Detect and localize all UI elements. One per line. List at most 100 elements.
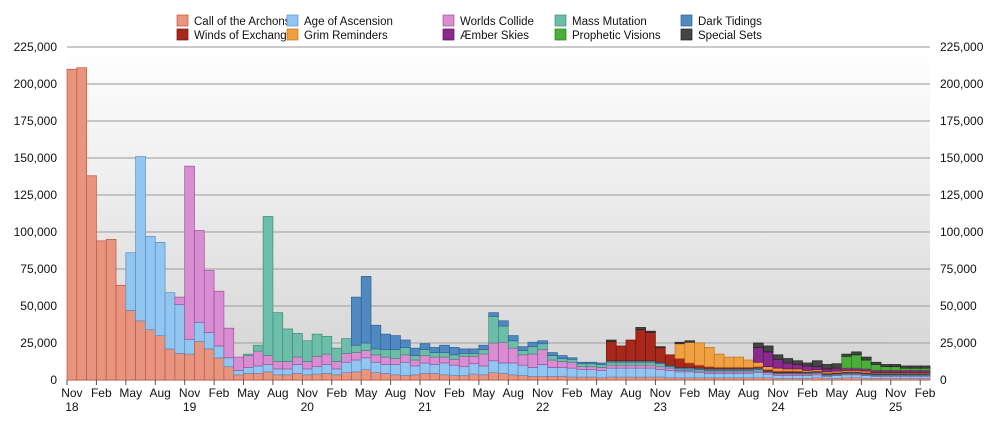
bar-segment [606,367,617,378]
bar-segment [831,363,843,369]
bar-segment [380,372,391,381]
bar-segment [537,343,548,351]
legend-label: Worlds Collide [460,16,534,28]
y-tick-label: 75,000 [20,262,57,276]
x-tick-label: Feb [91,386,112,400]
bar-segment [194,321,205,342]
bar-segment [841,374,852,379]
bar-segment [586,366,597,370]
bar-segment [861,375,872,379]
legend-label: Call of the Archons [194,16,291,28]
bar-segment [753,347,764,363]
bar-segment [762,351,774,368]
bar-segment [527,367,539,377]
bar-segment [360,276,372,344]
bar-segment [488,316,499,344]
legend-item: Grim Reminders [286,28,388,42]
bar-segment [272,312,284,362]
bar-segment [252,350,264,367]
x-tick-label: Nov [885,386,906,400]
bar-segment [655,346,666,348]
bar-segment [635,327,646,331]
bar-segment [341,372,352,381]
x-tick-label: Nov [767,386,788,400]
bar-segment [449,358,460,366]
bar-segment [302,340,313,362]
bar-segment [272,368,284,376]
legend-swatch [442,28,455,41]
bar-segment [449,375,460,381]
x-tick-label: May [355,386,378,400]
bar-segment [576,369,588,378]
bar-segment [184,353,195,381]
bar-segment [792,364,803,370]
bar-segment [449,354,460,360]
bar-segment [547,352,558,356]
x-tick-label: Nov [61,386,82,400]
bar-segment [655,366,666,370]
bar-segment [66,68,78,381]
legend-swatch [680,28,693,41]
bar-segment [243,355,254,368]
x-tick-year-label: 19 [183,400,197,414]
x-tick-label: Feb [209,386,230,400]
bar-segment [615,367,627,378]
bar-segment [861,359,872,370]
bar-segment [890,366,901,371]
bar-segment [537,349,548,365]
x-tick-label: Aug [856,386,877,400]
bar-segment [841,355,852,369]
bar-segment [615,345,627,362]
bar-segment [370,372,382,381]
bar-segment [635,329,646,362]
bar-segment [733,356,745,368]
bar-segment [606,376,617,381]
bar-segment [880,366,892,371]
bar-segment [792,375,803,379]
x-tick-year-label: 21 [418,400,432,414]
bar-segment [321,335,333,355]
bar-segment [802,375,813,379]
y-tick-label: 25,000 [20,336,57,350]
bar-segment [576,363,588,368]
bar-segment [586,376,597,381]
bar-segment [635,364,646,369]
bar-segment [282,361,293,370]
bar-segment [655,347,666,363]
x-tick-label: Aug [503,386,524,400]
bar-segment [527,353,539,368]
bar-segment [282,328,293,362]
bar-segment [645,330,656,333]
bar-segment [556,358,568,362]
bar-segment [527,375,539,381]
bar-segment [458,348,470,354]
x-tick-year-label: 22 [536,400,550,414]
bar-segment [468,373,480,381]
bar-segment [645,332,656,362]
bar-segment [547,359,558,368]
bar-segment [684,362,695,368]
bar-segment [625,364,637,369]
bar-segment [498,325,509,343]
bar-segment [351,344,362,353]
bar-segment [566,376,578,381]
bar-segment [370,354,382,363]
bar-segment [625,361,637,366]
bar-segment [576,376,588,381]
bar-segment [488,360,499,373]
bar-segment [468,348,480,354]
bar-segment [606,339,617,342]
bar-segment [135,156,146,322]
bar-segment [635,361,646,366]
x-tick-year-label: 20 [301,400,315,414]
bar-segment [341,353,352,363]
x-tick-label: Feb [797,386,818,400]
bar-segment [439,344,450,353]
bar-segment [478,344,490,351]
bar-segment [478,353,490,367]
bar-segment [674,343,686,359]
bar-segment [331,361,342,370]
bar-segment [419,343,431,351]
bar-segment [517,354,529,366]
bar-segment [360,350,372,359]
